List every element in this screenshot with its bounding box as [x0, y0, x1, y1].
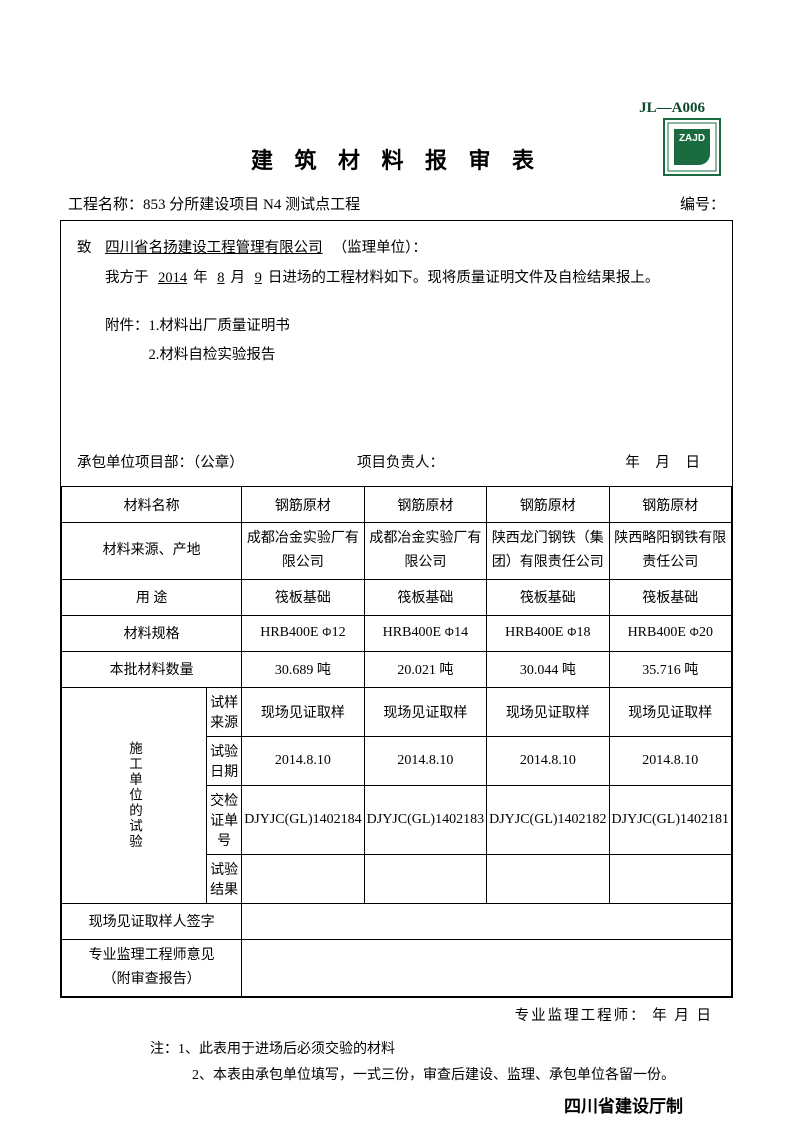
notes: 注：1、此表用于进场后必须交验的材料 2、本表由承包单位填写，一式三份，审查后建… — [150, 1037, 683, 1090]
cell: 2014.8.10 — [487, 736, 609, 785]
intro-prefix: 我方于 — [105, 270, 149, 286]
attach-item-2: 2.材料自检实验报告 — [149, 347, 276, 363]
cell: 筏板基础 — [364, 579, 486, 615]
addressee-company: 四川省名扬建设工程管理有限公司 — [95, 240, 333, 256]
cell: 钢筋原材 — [364, 487, 486, 523]
cell: HRB400E 18 — [487, 615, 609, 651]
cell-opinion — [242, 939, 732, 996]
cell: HRB400E 14 — [364, 615, 486, 651]
intro-month: 8 — [211, 270, 230, 286]
month-unit: 月 — [231, 270, 246, 286]
label-usage: 用 途 — [62, 579, 242, 615]
note-2: 2、本表由承包单位填写，一式三份，审查后建设、监理、承包单位各留一份。 — [150, 1063, 683, 1090]
label-witness: 现场见证取样人签字 — [62, 903, 242, 939]
note-1: 注：1、此表用于进场后必须交验的材料 — [150, 1037, 683, 1064]
intro-line: 我方于 2014年 8月 9日进场的工程材料如下。现将质量证明文件及自检结果报上… — [77, 263, 716, 293]
cell: 筏板基础 — [487, 579, 609, 615]
cell — [364, 854, 486, 903]
attachments: 附件：1.材料出厂质量证明书 附件：2.材料自检实验报告 — [105, 312, 716, 370]
manager-label: 项目负责人： — [357, 448, 567, 478]
cell: 钢筋原材 — [242, 487, 364, 523]
intro-year: 2014 — [152, 270, 193, 286]
project-line: 工程名称：853 分所建设项目 N4 测试点工程 编号： — [68, 193, 725, 214]
cell: DJYJC(GL)1402181 — [609, 785, 731, 854]
row-witness: 现场见证取样人签字 — [62, 903, 732, 939]
cell: 陕西龙门钢铁（集团）有限责任公司 — [487, 523, 609, 580]
intro-day: 9 — [249, 270, 268, 286]
cell: 2014.8.10 — [242, 736, 364, 785]
day-unit: 日进场的工程材料如下。现将质量证明文件及自检结果报上。 — [268, 270, 660, 286]
seal-line: 承包单位项目部：（公章） 项目负责人： 年 月 日 — [77, 448, 716, 478]
cell: 成都冶金实验厂有限公司 — [242, 523, 364, 580]
project-name: 853 分所建设项目 N4 测试点工程 — [143, 197, 360, 213]
cell — [487, 854, 609, 903]
year-unit: 年 — [193, 270, 208, 286]
svg-text:ZAJD: ZAJD — [679, 133, 705, 144]
cell: HRB400E 20 — [609, 615, 731, 651]
form-box: 致 四川省名扬建设工程管理有限公司（监理单位）： 我方于 2014年 8月 9日… — [60, 220, 733, 998]
label-sample-src: 试样来源 — [207, 687, 242, 736]
row-name: 材料名称 钢筋原材 钢筋原材 钢筋原材 钢筋原材 — [62, 487, 732, 523]
row-source: 材料来源、产地 成都冶金实验厂有限公司 成都冶金实验厂有限公司 陕西龙门钢铁（集… — [62, 523, 732, 580]
serial-label: 编号： — [680, 197, 725, 213]
row-qty: 本批材料数量 30.689 吨 20.021 吨 30.044 吨 35.716… — [62, 651, 732, 687]
project-label: 工程名称： — [68, 197, 143, 213]
cell: 30.689 吨 — [242, 651, 364, 687]
cell: 钢筋原材 — [487, 487, 609, 523]
stamp-icon: ZAJD — [663, 118, 721, 176]
footer: 四川省建设厅制 — [60, 1092, 683, 1117]
addressee-suffix: （监理单位）： — [333, 240, 427, 256]
cell: DJYJC(GL)1402184 — [242, 785, 364, 854]
attach-item-1: 1.材料出厂质量证明书 — [149, 318, 290, 334]
label-test-result: 试验结果 — [207, 854, 242, 903]
cell: 现场见证取样 — [364, 687, 486, 736]
to-label: 致 — [77, 240, 92, 256]
cell: HRB400E 12 — [242, 615, 364, 651]
cell: 筏板基础 — [609, 579, 731, 615]
label-test-date: 试验日期 — [207, 736, 242, 785]
seal-date: 年 月 日 — [567, 448, 716, 478]
addressee-line: 致 四川省名扬建设工程管理有限公司（监理单位）： — [77, 233, 716, 263]
label-qty: 本批材料数量 — [62, 651, 242, 687]
cell: 30.044 吨 — [487, 651, 609, 687]
cell: DJYJC(GL)1402183 — [364, 785, 486, 854]
cell: 陕西略阳钢铁有限责任公司 — [609, 523, 731, 580]
cell-witness — [242, 903, 732, 939]
label-cert-no: 交检证单号 — [207, 785, 242, 854]
label-opinion: 专业监理工程师意见（附审查报告） — [62, 939, 242, 996]
cell: 2014.8.10 — [609, 736, 731, 785]
cell: 35.716 吨 — [609, 651, 731, 687]
cell: 现场见证取样 — [487, 687, 609, 736]
label-name: 材料名称 — [62, 487, 242, 523]
cell — [242, 854, 364, 903]
cell: 钢筋原材 — [609, 487, 731, 523]
cell: 20.021 吨 — [364, 651, 486, 687]
row-opinion: 专业监理工程师意见（附审查报告） — [62, 939, 732, 996]
cell — [609, 854, 731, 903]
cell: DJYJC(GL)1402182 — [487, 785, 609, 854]
page-title: 建 筑 材 料 报 审 表 — [60, 143, 733, 175]
page: JL—A006 ZAJD 建 筑 材 料 报 审 表 工程名称：853 分所建设… — [0, 0, 793, 1122]
cell: 现场见证取样 — [242, 687, 364, 736]
engineer-sign-line: 专业监理工程师： 年 月 日 — [60, 998, 733, 1027]
document-code: JL—A006 — [639, 100, 705, 117]
cell: 现场见证取样 — [609, 687, 731, 736]
cell: 2014.8.10 — [364, 736, 486, 785]
materials-table: 材料名称 钢筋原材 钢筋原材 钢筋原材 钢筋原材 材料来源、产地 成都冶金实验厂… — [61, 486, 732, 996]
upper-block: 致 四川省名扬建设工程管理有限公司（监理单位）： 我方于 2014年 8月 9日… — [61, 221, 732, 486]
spacer — [77, 370, 716, 440]
attach-label: 附件： — [105, 318, 149, 334]
label-test-group: 施工单位的试验 — [62, 687, 207, 903]
label-source: 材料来源、产地 — [62, 523, 242, 580]
row-spec: 材料规格 HRB400E 12 HRB400E 14 HRB400E 18 HR… — [62, 615, 732, 651]
label-spec: 材料规格 — [62, 615, 242, 651]
cell: 筏板基础 — [242, 579, 364, 615]
row-usage: 用 途 筏板基础 筏板基础 筏板基础 筏板基础 — [62, 579, 732, 615]
cell: 成都冶金实验厂有限公司 — [364, 523, 486, 580]
dept-seal: 承包单位项目部：（公章） — [77, 448, 357, 478]
row-sample-src: 施工单位的试验 试样来源 现场见证取样 现场见证取样 现场见证取样 现场见证取样 — [62, 687, 732, 736]
